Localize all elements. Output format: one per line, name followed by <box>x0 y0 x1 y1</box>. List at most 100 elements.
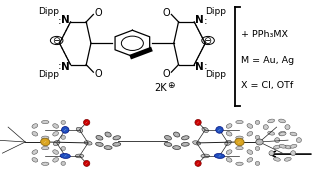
Ellipse shape <box>279 132 286 136</box>
Ellipse shape <box>269 151 274 156</box>
Ellipse shape <box>113 143 121 146</box>
Ellipse shape <box>255 146 260 151</box>
Text: $\oplus$: $\oplus$ <box>167 80 176 90</box>
Ellipse shape <box>10 119 17 123</box>
Ellipse shape <box>268 131 275 135</box>
Ellipse shape <box>96 142 103 146</box>
Ellipse shape <box>193 141 201 145</box>
Text: $\ominus$: $\ominus$ <box>52 35 61 46</box>
Ellipse shape <box>236 136 243 139</box>
Ellipse shape <box>104 146 112 149</box>
Ellipse shape <box>4 157 11 161</box>
Ellipse shape <box>42 120 49 124</box>
Ellipse shape <box>275 138 280 143</box>
Text: N: N <box>61 62 70 72</box>
Ellipse shape <box>256 139 263 145</box>
Ellipse shape <box>226 124 232 128</box>
Text: N: N <box>195 62 204 72</box>
Ellipse shape <box>284 145 291 149</box>
Ellipse shape <box>279 131 286 135</box>
Ellipse shape <box>285 125 290 129</box>
Ellipse shape <box>84 141 92 145</box>
Ellipse shape <box>235 138 244 146</box>
Ellipse shape <box>105 132 111 137</box>
Ellipse shape <box>42 136 49 139</box>
Text: O: O <box>95 8 102 18</box>
Ellipse shape <box>61 146 66 151</box>
Ellipse shape <box>11 151 16 156</box>
Ellipse shape <box>226 158 232 162</box>
Ellipse shape <box>4 145 11 149</box>
Ellipse shape <box>42 146 49 150</box>
Ellipse shape <box>182 136 189 140</box>
Ellipse shape <box>195 119 201 125</box>
Ellipse shape <box>268 119 275 123</box>
Ellipse shape <box>236 120 243 124</box>
Text: N: N <box>195 15 204 25</box>
Ellipse shape <box>61 135 66 139</box>
Ellipse shape <box>273 157 280 161</box>
Ellipse shape <box>60 153 70 158</box>
Ellipse shape <box>53 140 60 146</box>
Ellipse shape <box>32 158 38 162</box>
Ellipse shape <box>236 146 243 150</box>
Ellipse shape <box>247 158 253 162</box>
Ellipse shape <box>216 126 223 133</box>
Text: N: N <box>61 15 70 25</box>
Ellipse shape <box>255 161 260 165</box>
Ellipse shape <box>84 160 90 166</box>
Ellipse shape <box>0 119 6 123</box>
Ellipse shape <box>226 132 232 136</box>
Text: + PPh₃MX: + PPh₃MX <box>241 30 288 40</box>
Text: :: : <box>204 16 207 26</box>
Ellipse shape <box>181 143 189 146</box>
Ellipse shape <box>53 132 59 136</box>
Ellipse shape <box>76 127 83 132</box>
Ellipse shape <box>296 138 301 143</box>
Text: Dipp: Dipp <box>205 7 226 16</box>
Ellipse shape <box>0 131 6 135</box>
Ellipse shape <box>279 144 286 148</box>
Text: $\ominus$: $\ominus$ <box>204 35 213 46</box>
Ellipse shape <box>53 150 59 154</box>
Ellipse shape <box>255 120 260 125</box>
Ellipse shape <box>0 144 6 148</box>
Ellipse shape <box>53 124 59 128</box>
Ellipse shape <box>201 154 210 158</box>
Text: Dipp: Dipp <box>205 70 226 79</box>
Ellipse shape <box>195 160 201 166</box>
Ellipse shape <box>0 132 6 136</box>
Text: O: O <box>162 69 170 79</box>
Ellipse shape <box>164 136 171 140</box>
Ellipse shape <box>290 132 297 136</box>
Text: :: : <box>57 61 61 71</box>
Ellipse shape <box>5 138 10 143</box>
Text: O: O <box>162 8 170 18</box>
Text: X = Cl, OTf: X = Cl, OTf <box>241 81 293 90</box>
Ellipse shape <box>61 161 66 165</box>
Ellipse shape <box>164 142 172 146</box>
Ellipse shape <box>247 132 253 136</box>
Ellipse shape <box>173 146 181 149</box>
Text: O: O <box>95 69 102 79</box>
Ellipse shape <box>32 150 38 154</box>
Ellipse shape <box>236 162 243 165</box>
Ellipse shape <box>84 119 90 125</box>
Ellipse shape <box>96 136 103 140</box>
Ellipse shape <box>41 138 50 146</box>
Ellipse shape <box>263 125 268 129</box>
Ellipse shape <box>10 131 17 135</box>
Ellipse shape <box>255 135 260 139</box>
Ellipse shape <box>273 145 280 149</box>
Text: :: : <box>57 16 61 26</box>
Ellipse shape <box>22 139 29 145</box>
Ellipse shape <box>17 125 22 129</box>
Ellipse shape <box>42 162 49 165</box>
Ellipse shape <box>53 158 59 162</box>
Ellipse shape <box>32 124 38 128</box>
Ellipse shape <box>225 140 231 146</box>
Text: :: : <box>204 61 207 71</box>
Ellipse shape <box>174 132 180 137</box>
Ellipse shape <box>202 127 209 132</box>
Text: 2K: 2K <box>155 83 167 93</box>
